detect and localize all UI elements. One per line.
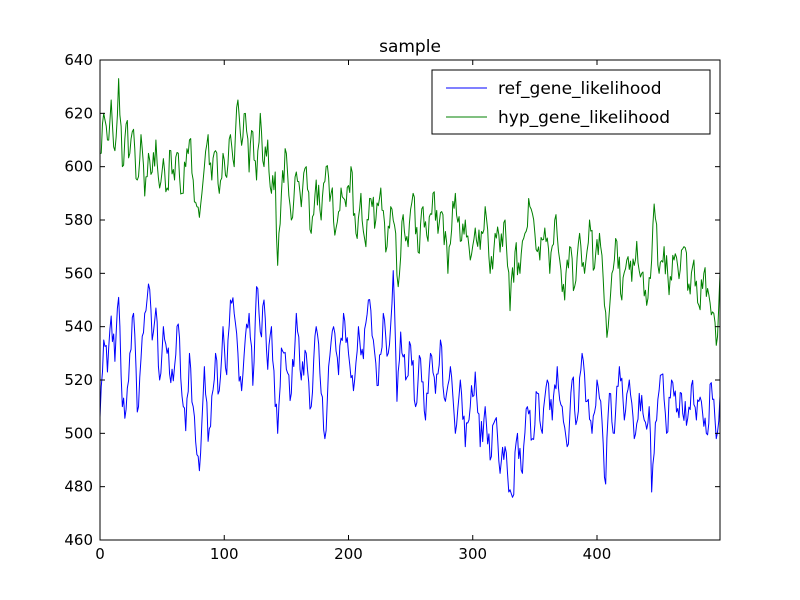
axes: 0 100 200 300 400 460 480 500 520 540 560 580 600 620… — [64, 51, 721, 563]
series-line-0 — [100, 270, 720, 498]
y-tick-label: 620 — [64, 104, 93, 122]
y-tick-label: 520 — [64, 371, 93, 389]
y-tick-label: 560 — [64, 264, 93, 282]
x-tick-label: 100 — [210, 545, 239, 563]
y-tick-label: 500 — [64, 424, 93, 442]
y-tick-label: 480 — [64, 478, 93, 496]
y-tick-label: 580 — [64, 211, 93, 229]
x-tick-label: 200 — [334, 545, 363, 563]
series-line-1 — [100, 78, 720, 346]
axes-frame — [99, 59, 721, 541]
y-tick-label: 640 — [64, 51, 93, 69]
x-tick-label: 300 — [458, 545, 487, 563]
legend-label: ref_gene_likelihood — [498, 79, 662, 99]
chart-title: sample — [379, 37, 441, 57]
plot-area — [100, 78, 720, 498]
x-tick-label: 0 — [95, 545, 105, 563]
legend-label: hyp_gene_likelihood — [498, 108, 670, 128]
y-tick-label: 600 — [64, 158, 93, 176]
legend-box — [431, 69, 711, 135]
legend: ref_gene_likelihood hyp_gene_likelihood — [431, 69, 711, 135]
y-tick-label: 460 — [64, 531, 93, 549]
x-tick-label: 400 — [583, 545, 612, 563]
y-tick-label: 540 — [64, 318, 93, 336]
